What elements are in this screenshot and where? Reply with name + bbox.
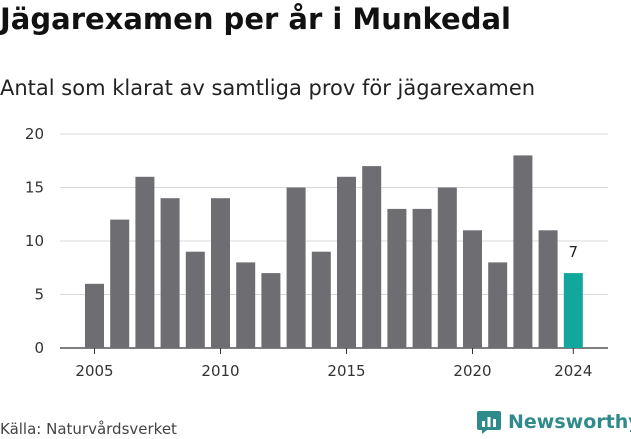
- bar-2022: [513, 155, 533, 348]
- chart-title: Jägarexamen per år i Munkedal: [0, 2, 511, 36]
- bar-2006: [110, 219, 130, 348]
- bar-2013: [286, 187, 306, 348]
- bar-2023: [538, 230, 558, 348]
- bar-2011: [236, 262, 256, 348]
- bar-2008: [160, 198, 180, 348]
- bar-2020: [463, 230, 482, 348]
- bars: [85, 155, 583, 348]
- x-tick-label: 2020: [453, 362, 491, 380]
- bar-2019: [437, 187, 457, 348]
- x-tick-label: 2010: [201, 362, 239, 380]
- source-note: Källa: Naturvårdsverket: [0, 420, 177, 438]
- chart-subtitle: Antal som klarat av samtliga prov för jä…: [0, 76, 536, 100]
- bar-2016: [362, 166, 382, 348]
- bar-2024: [563, 273, 583, 348]
- bar-2014: [311, 251, 331, 348]
- data-label-2024: 7: [569, 243, 579, 261]
- bar-2015: [337, 176, 356, 348]
- bar-2021: [488, 262, 508, 348]
- x-tick-label: 2024: [554, 362, 592, 380]
- bar-2007: [135, 176, 155, 348]
- bar-2005: [85, 283, 104, 348]
- bar-2012: [261, 273, 281, 348]
- brand-name: Newsworthy: [508, 411, 631, 433]
- y-axis-ticks: 0 5 10 15 20: [25, 125, 44, 357]
- bar-2017: [387, 208, 407, 348]
- y-tick-label: 0: [34, 339, 44, 357]
- x-tick-label: 2005: [75, 362, 113, 380]
- bar-chart: 0 5 10 15 20 2005 2010 2015 2020 2024 7: [25, 125, 608, 380]
- data-labels: 7: [569, 243, 579, 261]
- newsworthy-logo-icon: [477, 411, 501, 434]
- brand-logo: Newsworthy: [476, 408, 631, 436]
- x-axis-ticks: 2005 2010 2015 2020 2024: [75, 348, 592, 380]
- bar-2018: [412, 208, 432, 348]
- y-tick-label: 10: [25, 232, 44, 250]
- y-tick-label: 5: [34, 286, 44, 304]
- bar-2009: [185, 251, 205, 348]
- y-tick-label: 20: [25, 125, 44, 143]
- bar-2010: [211, 198, 230, 348]
- y-tick-label: 15: [25, 179, 44, 197]
- x-tick-label: 2015: [327, 362, 365, 380]
